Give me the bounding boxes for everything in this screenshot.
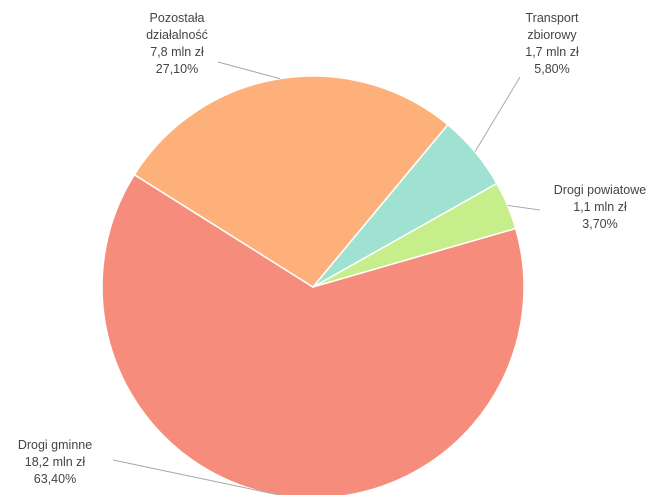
label-drogi-gminne: Drogi gminne 18,2 mln zł 63,40% bbox=[18, 438, 92, 486]
slice-percent-pozostala-dzialalnosc: 27,10% bbox=[156, 62, 198, 76]
slice-value-drogi-powiatowe: 1,1 mln zł bbox=[573, 200, 627, 214]
slice-value-drogi-gminne: 18,2 mln zł bbox=[25, 455, 86, 469]
slice-label-transport-zbiorowy-line1: Transport bbox=[525, 11, 579, 25]
slice-percent-transport-zbiorowy: 5,80% bbox=[534, 62, 569, 76]
pie-slices bbox=[101, 75, 525, 499]
slice-label-drogi-gminne: Drogi gminne bbox=[18, 438, 92, 452]
slice-percent-drogi-gminne: 63,40% bbox=[34, 472, 76, 486]
leader-line-3 bbox=[474, 76, 521, 153]
leader-line-1 bbox=[112, 459, 284, 497]
slice-value-transport-zbiorowy: 1,7 mln zł bbox=[525, 45, 579, 59]
pie-slice-3 bbox=[312, 123, 498, 288]
label-drogi-powiatowe: Drogi powiatowe 1,1 mln zł 3,70% bbox=[554, 183, 646, 231]
label-transport-zbiorowy: Transport zbiorowy 1,7 mln zł 5,80% bbox=[525, 11, 579, 76]
slice-value-pozostala-dzialalnosc: 7,8 mln zł bbox=[150, 45, 204, 59]
label-pozostala-dzialalnosc: Pozostała działalność 7,8 mln zł 27,10% bbox=[146, 11, 208, 76]
leader-line-2 bbox=[217, 61, 280, 80]
slice-percent-drogi-powiatowe: 3,70% bbox=[582, 217, 617, 231]
leader-line-0 bbox=[507, 204, 541, 211]
slice-label-drogi-powiatowe: Drogi powiatowe bbox=[554, 183, 646, 197]
slice-label-pozostala-dzialalnosc-line2: działalność bbox=[146, 28, 208, 42]
leader-lines bbox=[112, 61, 541, 497]
slice-label-pozostala-dzialalnosc-line1: Pozostała bbox=[150, 11, 205, 25]
slice-label-transport-zbiorowy-line2: zbiorowy bbox=[527, 28, 577, 42]
